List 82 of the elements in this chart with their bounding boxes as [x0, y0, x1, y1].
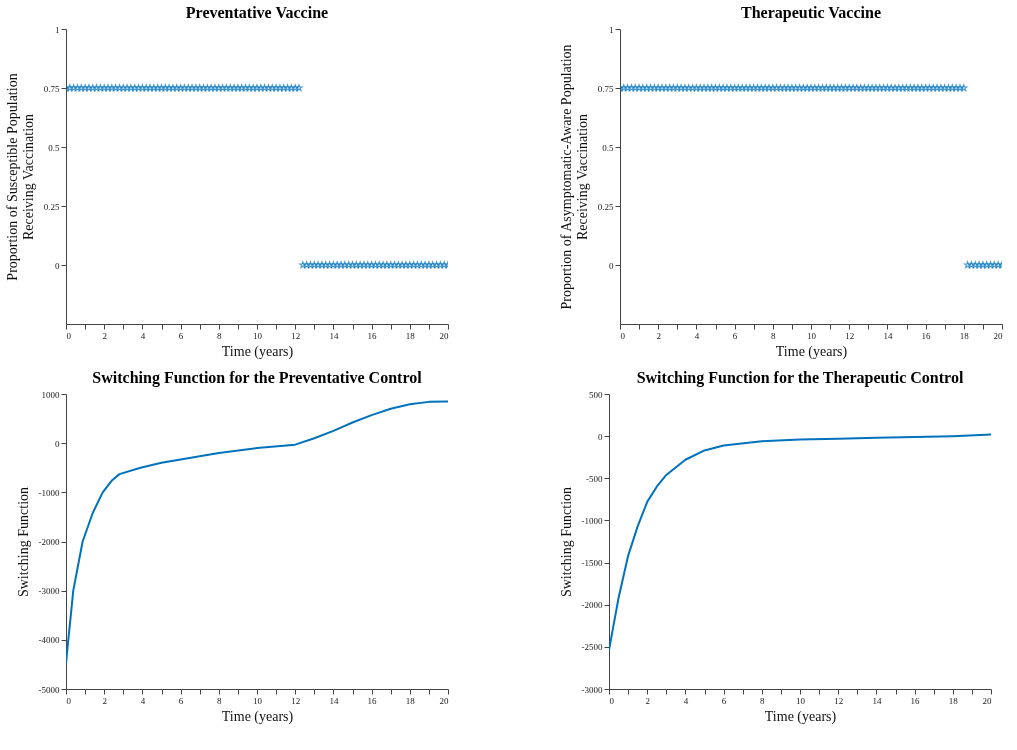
x-tick-label: 10 — [253, 695, 263, 706]
y-axis-title: Proportion of Asymptomatic-Aware Population Receiving Vaccination — [558, 44, 590, 310]
chart-title: Switching Function for the Preventative Control — [92, 369, 423, 387]
y-tick-label: 0.75 — [43, 83, 60, 94]
x-tick-label: 6 — [178, 695, 184, 706]
y-tick-label: 0.25 — [43, 201, 60, 212]
y-axis-title: Proportion of Susceptible Population Receiving Vaccination — [4, 73, 36, 281]
y-tick-label: -1000 — [581, 515, 603, 526]
x-tick-label: 6 — [732, 330, 738, 341]
x-tick-label: 18 — [405, 330, 416, 341]
y-tick-label: -3000 — [38, 586, 60, 597]
x-tick-label: 12 — [845, 330, 855, 341]
y-tick-label: 0.25 — [597, 201, 614, 212]
y-tick-label: -5000 — [38, 684, 60, 695]
x-tick-label: 4 — [683, 695, 689, 706]
x-tick-label: 16 — [910, 695, 921, 706]
x-tick-label: 8 — [771, 330, 777, 341]
y-tick-label: 1 — [55, 24, 60, 35]
x-tick-label: 2 — [102, 695, 107, 706]
y-tick-label: 0 — [609, 260, 614, 271]
y-tick-label: 0 — [598, 431, 603, 442]
x-tick-label: 8 — [217, 330, 223, 341]
x-tick-label: 2 — [102, 330, 107, 341]
x-axis-title: Time (years) — [221, 708, 294, 725]
x-tick-label: 18 — [405, 695, 416, 706]
line-series — [609, 433, 991, 652]
x-axis-title: Time (years) — [764, 708, 837, 725]
x-tick-label: 14 — [329, 695, 339, 706]
x-axis-title: Time (years) — [775, 343, 848, 360]
x-tick-label: 8 — [760, 695, 766, 706]
x-tick-label: 10 — [807, 330, 817, 341]
x-tick-label: 12 — [291, 695, 301, 706]
x-tick-label: 2 — [645, 695, 650, 706]
x-tick-label: 20 — [439, 330, 449, 341]
y-tick-label: -500 — [586, 473, 603, 484]
x-tick-label: 12 — [834, 695, 844, 706]
chart-title: Therapeutic Vaccine — [741, 4, 881, 22]
x-tick-label: 20 — [439, 695, 449, 706]
x-tick-label: 0 — [66, 330, 72, 341]
y-axis-title: Switching Function — [15, 486, 31, 598]
y-tick-label: -4000 — [38, 635, 60, 646]
x-tick-label: 4 — [140, 330, 146, 341]
x-tick-label: 14 — [883, 330, 893, 341]
x-tick-label: 4 — [694, 330, 700, 341]
y-tick-label: 500 — [589, 389, 603, 400]
x-tick-label: 12 — [291, 330, 301, 341]
x-tick-label: 10 — [796, 695, 806, 706]
y-tick-label: 0 — [55, 438, 60, 449]
x-tick-label: 20 — [982, 695, 992, 706]
x-tick-label: 2 — [656, 330, 661, 341]
x-tick-label: 8 — [217, 695, 223, 706]
y-tick-label: 0.5 — [602, 142, 614, 153]
y-tick-label: 1 — [609, 24, 614, 35]
x-tick-label: 4 — [140, 695, 146, 706]
y-tick-label: -3000 — [581, 684, 603, 695]
x-tick-label: 6 — [178, 330, 184, 341]
x-tick-label: 16 — [367, 695, 378, 706]
x-tick-label: 20 — [993, 330, 1003, 341]
x-tick-label: 14 — [329, 330, 339, 341]
x-tick-label: 14 — [872, 695, 882, 706]
x-tick-label: 6 — [721, 695, 727, 706]
x-tick-label: 18 — [959, 330, 970, 341]
y-tick-label: 0.5 — [48, 142, 60, 153]
y-tick-label: -1500 — [581, 558, 603, 569]
y-tick-label: 0.75 — [597, 83, 614, 94]
y-axis-title: Switching Function — [558, 486, 574, 598]
chart-title: Preventative Vaccine — [185, 4, 329, 21]
y-tick-label: -1000 — [38, 487, 60, 498]
x-axis-title: Time (years) — [221, 343, 294, 360]
chart-title: Switching Function for the Therapeutic Control — [636, 369, 964, 387]
x-tick-label: 18 — [948, 695, 959, 706]
y-tick-label: 0 — [55, 260, 60, 271]
x-tick-label: 0 — [66, 695, 72, 706]
y-tick-label: -2000 — [581, 600, 603, 611]
x-tick-label: 16 — [921, 330, 932, 341]
x-tick-label: 16 — [367, 330, 378, 341]
x-tick-label: 0 — [620, 330, 626, 341]
y-tick-label: -2500 — [581, 642, 603, 653]
y-tick-label: 1000 — [41, 389, 60, 400]
line-series — [66, 400, 448, 665]
y-tick-label: -2000 — [38, 537, 60, 547]
x-tick-label: 10 — [253, 330, 263, 341]
